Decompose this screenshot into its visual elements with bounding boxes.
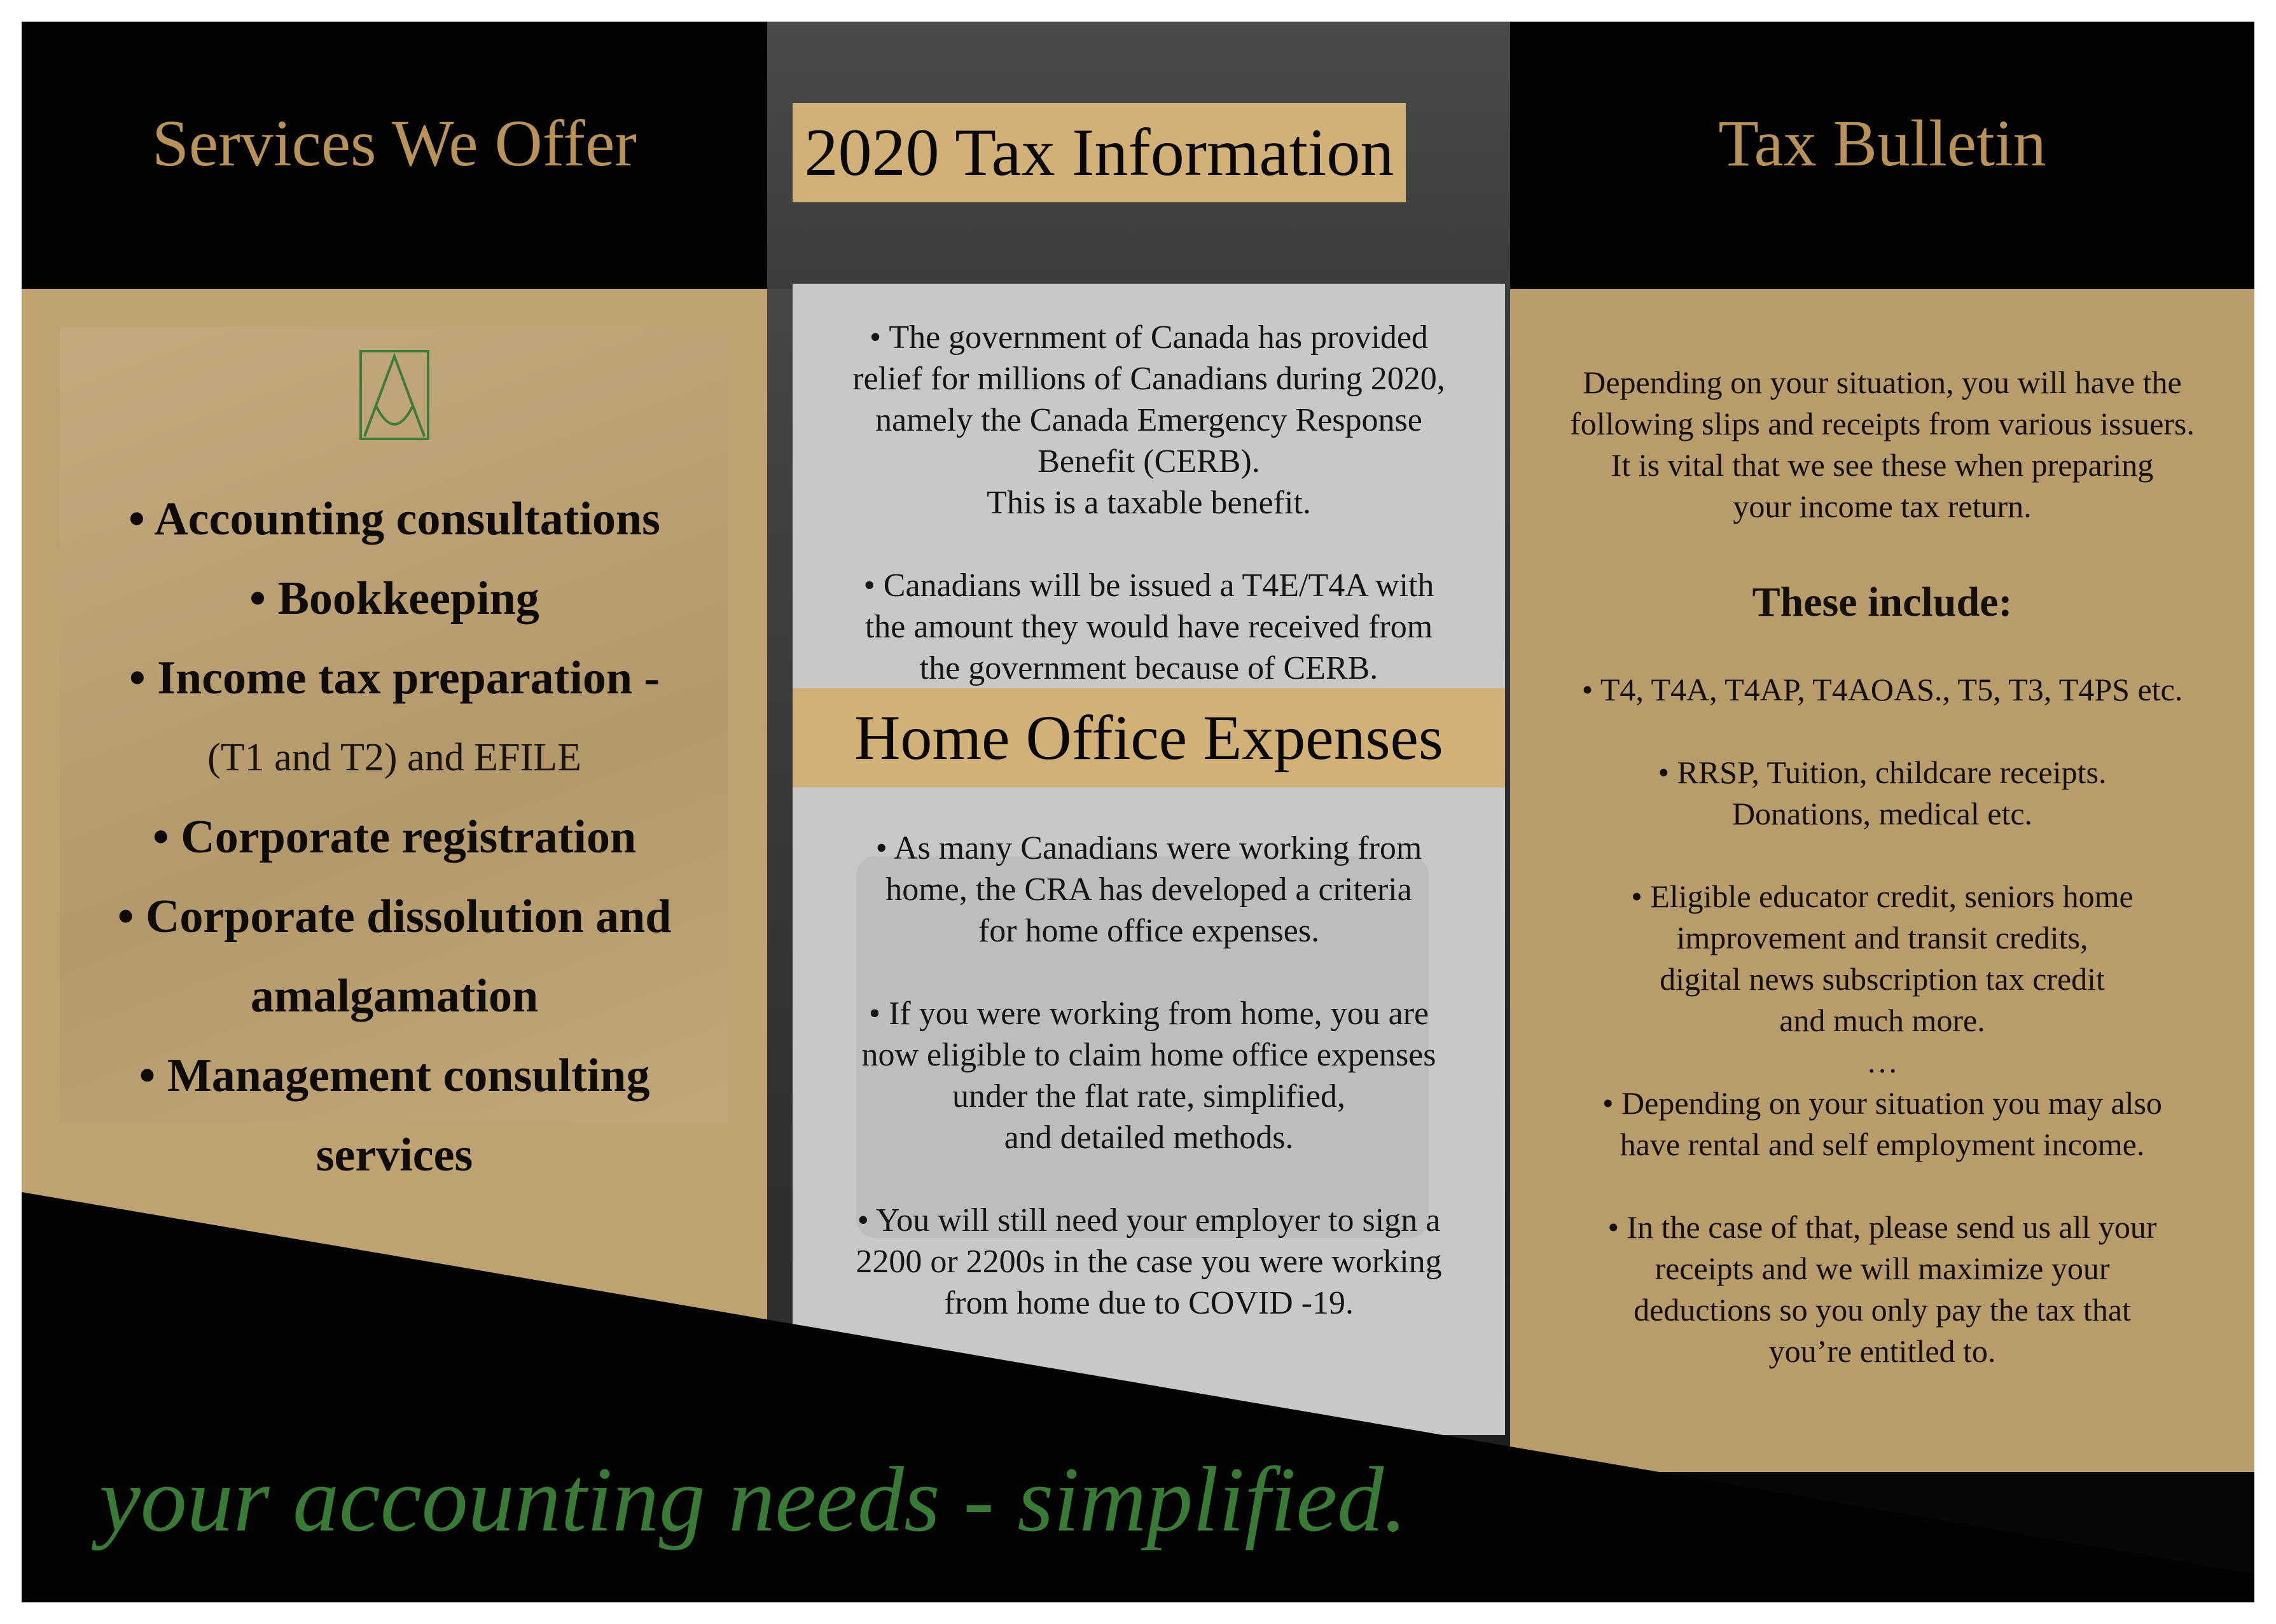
bulletin-item-income: • Depending on your situation you may al… (1510, 1083, 2254, 1165)
service-item: • Management consulting (139, 1050, 650, 1102)
bulletin-line: digital news subscription tax credit (1660, 961, 2105, 997)
monogram-logo-icon (359, 350, 429, 440)
home-office-paragraph-1: • As many Canadians were working from ho… (793, 828, 1505, 952)
bulletin-line: you’re entitled to. (1768, 1333, 1996, 1369)
tax-info-card: • The government of Canada has provided … (793, 284, 1505, 1435)
t4e-line: the amount they would have received from (864, 609, 1433, 645)
bulletin-line: • RRSP, Tuition, childcare receipts. (1658, 754, 2107, 790)
home-line: now eligible to claim home office expens… (861, 1037, 1436, 1073)
bottom-diagonal-band (22, 1192, 2254, 1602)
includes-heading: These include: (1752, 579, 2013, 625)
home-office-paragraph-3: • You will still need your employer to s… (793, 1200, 1505, 1324)
bulletin-header-band (1510, 22, 2254, 289)
bulletin-panel (1510, 289, 2254, 1472)
bulletin-line: receipts and we will maximize your (1655, 1251, 2110, 1286)
service-item: • Accounting consultations (128, 493, 660, 545)
cerb-line: • The government of Canada has provided (870, 319, 1428, 356)
bulletin-line: and much more. (1779, 1003, 1985, 1038)
cerb-line: This is a taxable benefit. (987, 485, 1311, 521)
home-line: for home office expenses. (978, 913, 1320, 949)
bulletin-line: • In the case of that, please send us al… (1607, 1209, 2157, 1245)
bulletin-line: improvement and transit credits, (1676, 920, 2088, 955)
services-title: Services We Offer (152, 107, 637, 180)
home-line: • If you were working from home, you are (868, 996, 1429, 1032)
home-line: home, the CRA has developed a criteria (885, 871, 1412, 908)
t4e-line: the government because of CERB. (919, 650, 1378, 686)
cerb-line: namely the Canada Emergency Response (875, 402, 1422, 438)
bulletin-line: • Depending on your situation you may al… (1602, 1085, 2162, 1121)
home-line: • As many Canadians were working from (875, 830, 1422, 866)
tax-info-title-box: 2020 Tax Information (793, 103, 1406, 202)
cerb-paragraph: • The government of Canada has provided … (793, 317, 1505, 524)
services-header-band (22, 22, 767, 289)
home-line: 2200 or 2200s in the case you were worki… (856, 1244, 1442, 1280)
home-line: under the flat rate, simplified, (952, 1078, 1345, 1114)
service-item: services (316, 1129, 473, 1181)
t4e-paragraph: • Canadians will be issued a T4E/T4A wit… (793, 565, 1505, 689)
t4e-line: • Canadians will be issued a T4E/T4A wit… (863, 567, 1434, 604)
service-item: • Corporate registration (152, 811, 637, 863)
intro-line: your income tax return. (1733, 489, 2032, 524)
bulletin-line: deductions so you only pay the tax that (1634, 1292, 2131, 1328)
cerb-line: Benefit (CERB). (1037, 443, 1260, 480)
bulletin-item-slips: • T4, T4A, T4AP, T4AOAS., T5, T3, T4PS e… (1510, 669, 2254, 711)
services-panel: • Accounting consultations • Bookkeeping •… (22, 289, 767, 1338)
service-item: amalgamation (250, 970, 539, 1022)
brochure-frame: Services We Offer • Accounting consultat… (22, 22, 2254, 1602)
tax-info-title: 2020 Tax Information (804, 115, 1394, 190)
tagline: your accounting needs - simplified. (99, 1448, 1407, 1551)
services-list: • Accounting consultations • Bookkeeping •… (22, 480, 767, 1195)
intro-line: Depending on your situation, you will ha… (1583, 364, 2182, 400)
cerb-line: relief for millions of Canadians during … (852, 361, 1445, 397)
home-office-title: Home Office Expenses (854, 702, 1443, 773)
services-background-photo (60, 327, 728, 1122)
bulletin-line: • Eligible educator credit, seniors home (1631, 878, 2134, 914)
service-item: (T1 and T2) and EFILE (207, 736, 581, 779)
home-office-title-box: Home Office Expenses (793, 688, 1505, 788)
home-office-paragraph-2: • If you were working from home, you are… (793, 993, 1505, 1158)
intro-line: following slips and receipts from variou… (1570, 406, 2195, 441)
service-item: • Bookkeeping (249, 573, 539, 625)
service-item: • Income tax preparation - (128, 652, 660, 704)
home-line: from home due to COVID -19. (943, 1285, 1354, 1321)
service-item: • Corporate dissolution and (117, 891, 672, 943)
home-line: and detailed methods. (1004, 1120, 1294, 1156)
tax-info-edge-strip (767, 289, 793, 1338)
bulletin-item-receipts: • RRSP, Tuition, childcare receipts. Don… (1510, 752, 2254, 835)
bulletin-line: … (1866, 1044, 1898, 1079)
bulletin-item-credits: • Eligible educator credit, seniors home… (1510, 876, 2254, 1083)
bulletin-line: have rental and self employment income. (1620, 1127, 2145, 1162)
bulletin-line: Donations, medical etc. (1731, 796, 2033, 831)
laptop-photo-overlay (856, 856, 1429, 1238)
bulletin-intro: Depending on your situation, you will ha… (1510, 362, 2254, 527)
home-line: • You will still need your employer to s… (857, 1202, 1441, 1239)
intro-line: It is vital that we see these when prepa… (1611, 447, 2154, 483)
bulletin-line: • T4, T4A, T4AP, T4AOAS., T5, T3, T4PS e… (1581, 672, 2183, 707)
bulletin-title: Tax Bulletin (1718, 107, 2046, 180)
bulletin-item-receipts-request: • In the case of that, please send us al… (1510, 1207, 2254, 1372)
